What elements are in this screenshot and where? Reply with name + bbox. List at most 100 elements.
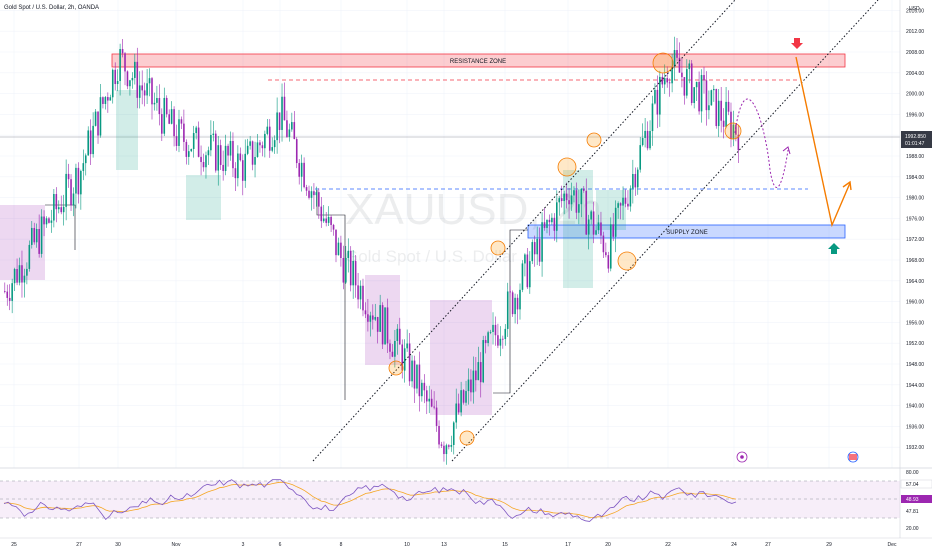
candle-body bbox=[254, 156, 256, 165]
resistance-zone[interactable] bbox=[111, 53, 846, 68]
x-tick-label: 6 bbox=[279, 542, 282, 548]
candle-body bbox=[188, 151, 190, 157]
candle-body bbox=[727, 101, 730, 112]
candle-body bbox=[634, 173, 637, 188]
candle-body bbox=[609, 224, 612, 269]
event-icon[interactable] bbox=[736, 451, 748, 463]
candle-body bbox=[730, 111, 732, 139]
candle-body bbox=[190, 148, 193, 152]
candle-body bbox=[330, 216, 332, 225]
supply-zone[interactable] bbox=[527, 224, 846, 239]
candle-body bbox=[183, 123, 185, 142]
time-axis-ticks[interactable]: 25 27 30 Nov 3 6 8 10 13 15 17 20 22 24 27 29 Dec bbox=[11, 542, 897, 548]
candle-body bbox=[398, 328, 401, 345]
y-tick-label: 1996.00 bbox=[906, 112, 924, 118]
x-tick-label: 22 bbox=[665, 542, 671, 548]
candle-body bbox=[62, 206, 65, 213]
candle-body bbox=[224, 145, 227, 171]
y-tick-label: 1956.00 bbox=[906, 320, 924, 326]
channel-upper-line[interactable] bbox=[312, 0, 736, 462]
candle-body bbox=[219, 145, 222, 165]
candle-body bbox=[45, 218, 48, 225]
candle-body bbox=[121, 49, 124, 54]
candle-body bbox=[521, 263, 524, 290]
candle-body bbox=[345, 257, 347, 283]
candle-body bbox=[502, 338, 504, 340]
candle-body bbox=[504, 328, 507, 340]
candle-body bbox=[212, 133, 215, 135]
candle-body bbox=[273, 140, 276, 148]
candle-body bbox=[700, 75, 703, 112]
candle-body bbox=[352, 261, 354, 286]
projected-path-dotted bbox=[734, 98, 789, 188]
candle-body bbox=[281, 96, 283, 130]
y-tick-label: 1936.00 bbox=[906, 424, 924, 430]
candle-body bbox=[168, 114, 170, 124]
candle-body bbox=[163, 97, 166, 134]
rsi-tag-mid bbox=[901, 495, 932, 503]
candle-body bbox=[43, 216, 45, 225]
touch-circle bbox=[724, 122, 742, 140]
y-tick-label: 2000.00 bbox=[906, 92, 924, 98]
candle-body bbox=[401, 344, 404, 371]
candle-body bbox=[587, 219, 590, 235]
candle-body bbox=[639, 145, 642, 170]
candle-body bbox=[222, 164, 224, 171]
touch-circle bbox=[586, 132, 602, 148]
candle-body bbox=[264, 133, 266, 149]
x-tick-label: 30 bbox=[115, 542, 121, 548]
candle-body bbox=[541, 222, 543, 262]
candle-body bbox=[192, 133, 195, 149]
candle-body bbox=[656, 89, 659, 115]
price-scale[interactable] bbox=[900, 0, 932, 538]
candle-body bbox=[165, 97, 168, 115]
y-tick-label: 1944.00 bbox=[906, 383, 924, 389]
candle-body bbox=[200, 156, 202, 163]
range-boxes bbox=[0, 90, 626, 415]
candle-body bbox=[217, 145, 220, 171]
candle-body bbox=[210, 134, 212, 151]
candle-body bbox=[494, 324, 497, 336]
candle-body bbox=[595, 230, 597, 235]
candle-body bbox=[509, 291, 511, 293]
candle-body bbox=[372, 315, 374, 320]
candle-body bbox=[465, 391, 467, 403]
candle-body bbox=[654, 89, 656, 104]
y-tick-label: 2004.00 bbox=[906, 71, 924, 77]
candle-body bbox=[322, 218, 325, 222]
y-tick-label: 1968.00 bbox=[906, 258, 924, 264]
candle-body bbox=[624, 197, 627, 204]
candle-body bbox=[565, 193, 568, 201]
candle-body bbox=[394, 340, 396, 357]
candle-body bbox=[271, 147, 274, 151]
candle-body bbox=[720, 100, 722, 121]
candle-body bbox=[710, 90, 713, 106]
rsi-tag-top bbox=[900, 479, 932, 489]
candle-body bbox=[688, 63, 691, 70]
candle-body bbox=[526, 254, 529, 288]
candle-body bbox=[92, 125, 94, 155]
candle-body bbox=[148, 78, 151, 84]
candle-body bbox=[318, 192, 320, 207]
candle-body bbox=[597, 222, 600, 231]
x-tick-label: 3 bbox=[242, 542, 245, 548]
candle-body bbox=[629, 188, 632, 207]
candle-body bbox=[136, 61, 139, 98]
rsi-tag-mid-text: 48.93 bbox=[906, 497, 919, 503]
candle-body bbox=[499, 338, 502, 346]
candle-body bbox=[479, 362, 482, 383]
candle-body bbox=[722, 120, 725, 127]
candle-body bbox=[124, 53, 126, 72]
candle-body bbox=[690, 63, 693, 104]
candle-body bbox=[241, 160, 244, 181]
rsi-line bbox=[3, 479, 737, 522]
flag-icon[interactable] bbox=[847, 451, 859, 463]
candle-body bbox=[646, 130, 649, 149]
price-tag-countdown: 01:01:47 bbox=[905, 141, 925, 147]
candle-body bbox=[70, 179, 72, 206]
candle-body bbox=[16, 269, 18, 283]
resistance-zone-label: RESISTANCE ZONE bbox=[450, 59, 506, 65]
candle-body bbox=[556, 202, 558, 231]
candle-body bbox=[416, 364, 418, 389]
